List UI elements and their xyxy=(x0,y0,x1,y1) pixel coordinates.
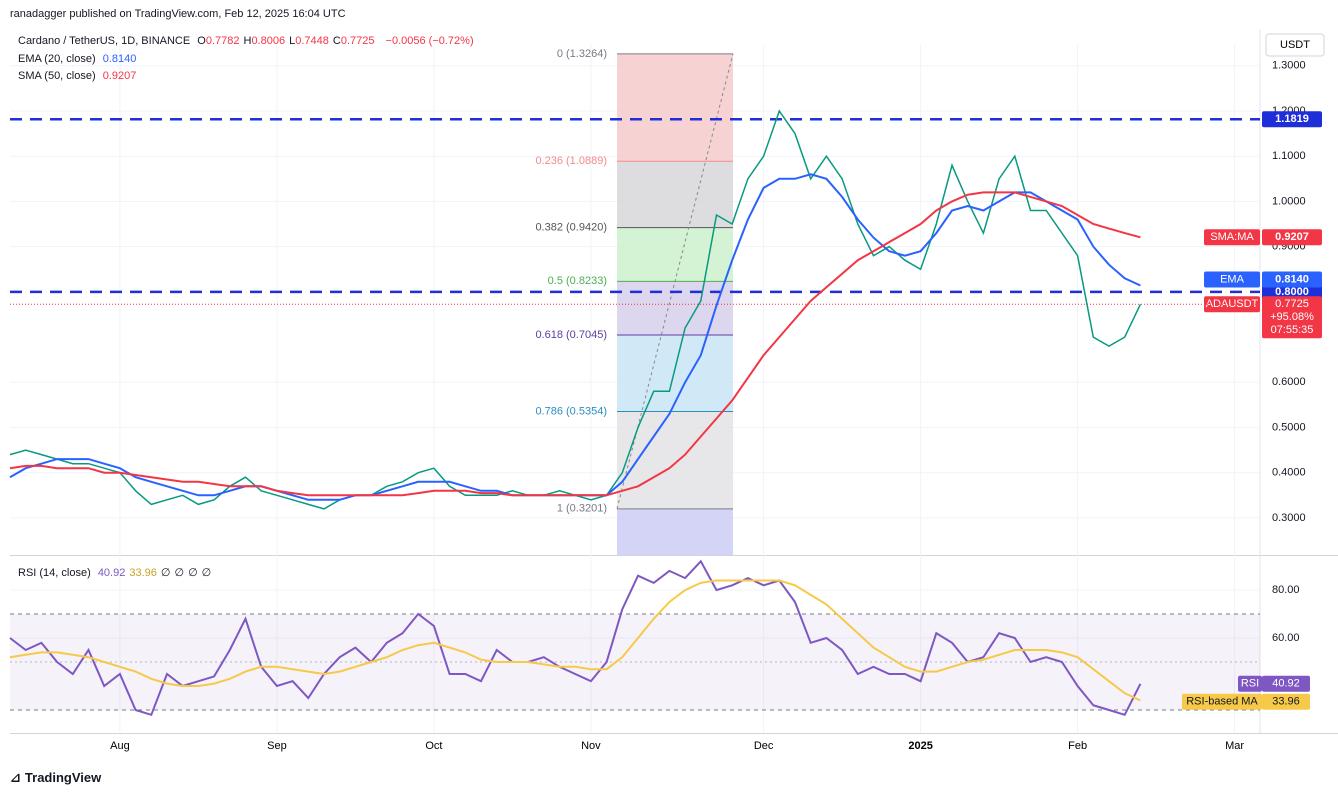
rsi-legend: RSI (14, close) 40.92 33.96 ∅ ∅ ∅ ∅ xyxy=(18,566,215,579)
axis-tag-bg xyxy=(1262,229,1322,246)
x-tick-label: Dec xyxy=(754,740,774,752)
ohlc-label: C xyxy=(332,35,341,47)
y-tick-label: 80.00 xyxy=(1272,584,1300,596)
axis-tag-name: SMA:MA xyxy=(1210,231,1254,243)
fib-zone xyxy=(617,227,733,282)
legend-name: EMA (20, close) xyxy=(18,53,96,65)
legend-value: 0.9207 xyxy=(102,70,137,82)
ohlc-label: O xyxy=(197,35,206,47)
fib-zone xyxy=(617,508,733,555)
ohlc: O0.7782 H0.8006 L0.7448 C0.7725 xyxy=(197,35,378,47)
x-tick-label: Aug xyxy=(110,740,130,752)
axis-tag-value: 0.8140 xyxy=(1275,273,1309,285)
sma-legend: SMA (50, close) 0.9207 xyxy=(18,70,140,82)
rsima-tag-name: RSI-based MA xyxy=(1186,696,1258,708)
rsima-tag-value: 33.96 xyxy=(1272,696,1300,708)
ohlc-value: 0.7725 xyxy=(340,35,375,47)
y-tick-label: 0.6000 xyxy=(1272,376,1306,388)
ohlc-label: H xyxy=(243,35,252,47)
axis-tag-name-bg xyxy=(1204,271,1260,288)
indicator-line xyxy=(9,579,1141,702)
brand: TradingView xyxy=(24,770,102,785)
axis-tag-name-bg xyxy=(1204,229,1260,246)
price-tag-countdown: 07:55:35 xyxy=(1271,324,1314,336)
rsi-tag-value: 40.92 xyxy=(1272,678,1300,690)
legend-value: 0.8140 xyxy=(102,53,137,65)
rsi-legend-value: ∅ xyxy=(201,567,212,579)
y-tick-label: 0.3000 xyxy=(1272,512,1306,524)
axis-tag-bg xyxy=(1262,283,1322,300)
fib-label: 0.786 (0.5354) xyxy=(535,405,607,417)
x-tick-label: Oct xyxy=(425,740,442,752)
ema-legend: EMA (20, close) 0.8140 xyxy=(18,53,140,65)
change: −0.0056 (−0.72%) xyxy=(385,35,474,47)
x-tick-label: 2025 xyxy=(908,740,932,752)
rsi-tag-name-bg xyxy=(1238,675,1262,692)
rsi-tag-name: RSI xyxy=(1241,678,1259,690)
y-tick-label: 1.1000 xyxy=(1272,150,1306,162)
fib-zone xyxy=(617,335,733,412)
price-tag-bg xyxy=(1262,296,1322,339)
rsima-tag-bg xyxy=(1262,693,1310,710)
ohlc-value: 0.7448 xyxy=(295,35,329,47)
rsi-legend-value: ∅ xyxy=(160,567,171,579)
fib-label: 0 (1.3264) xyxy=(557,48,607,60)
price-tag-value: 0.7725 xyxy=(1275,298,1309,310)
y-tick-label: 1.3000 xyxy=(1272,60,1306,72)
axis-tag-value: 1.1819 xyxy=(1275,113,1309,125)
currency: USDT xyxy=(1280,39,1310,51)
indicator-line xyxy=(9,559,1142,717)
price-tag-change: +95.08% xyxy=(1270,311,1314,323)
ohlc-label: L xyxy=(289,35,296,47)
fib-zone xyxy=(617,53,733,162)
price-legend: Cardano / TetherUS, 1D, BINANCE O0.7782 H… xyxy=(18,35,478,47)
y-tick-label: 1.0000 xyxy=(1272,195,1306,207)
x-tick-label: Feb xyxy=(1068,740,1087,752)
legend-name: SMA (50, close) xyxy=(18,70,96,82)
fib-zone xyxy=(617,281,733,336)
fib-zone xyxy=(617,411,733,509)
x-tick-label: Sep xyxy=(267,740,287,752)
fib-label: 0.236 (1.0889) xyxy=(535,155,607,167)
fib-zone xyxy=(617,161,733,228)
rsi-legend-value: 40.92 xyxy=(97,567,126,579)
y-tick-label: 60.00 xyxy=(1272,632,1300,644)
currency-box xyxy=(1265,33,1325,57)
fib-label: 0.618 (0.7045) xyxy=(535,329,607,341)
rsi-title: RSI (14, close) xyxy=(18,567,91,579)
rsi-legend-value: ∅ xyxy=(174,567,185,579)
rsima-tag-name-bg xyxy=(1182,693,1262,710)
y-tick-label: 0.4000 xyxy=(1272,467,1306,479)
rsi-tag-bg xyxy=(1262,675,1310,692)
symbol: Cardano / TetherUS, 1D, BINANCE xyxy=(18,35,191,47)
fib-label: 0.5 (0.8233) xyxy=(548,275,607,287)
x-tick-label: Nov xyxy=(581,740,601,752)
footer-brand: ⊿ TradingView xyxy=(10,770,102,785)
fib-label: 1 (0.3201) xyxy=(557,503,607,515)
ohlc-value: 0.7782 xyxy=(205,35,240,47)
axis-tag-value: 0.9207 xyxy=(1275,231,1309,243)
y-tick-label: 0.5000 xyxy=(1272,421,1306,433)
axis-tag-value: 0.8000 xyxy=(1275,286,1309,298)
price-tag-name: ADAUSDT xyxy=(1206,298,1259,310)
fib-label: 0.382 (0.9420) xyxy=(535,222,607,234)
header: ranadagger published on TradingView.com,… xyxy=(10,8,346,20)
indicator-line xyxy=(9,191,1141,497)
rsi-legend-value: 33.96 xyxy=(129,567,157,579)
axis-tag-bg xyxy=(1262,271,1322,288)
axis-tag-name: EMA xyxy=(1220,273,1245,285)
rsi-legend-value: ∅ xyxy=(188,567,198,579)
x-tick-label: Mar xyxy=(1225,740,1244,752)
axis-tag-bg xyxy=(1262,111,1322,128)
ohlc-value: 0.8006 xyxy=(251,35,286,47)
